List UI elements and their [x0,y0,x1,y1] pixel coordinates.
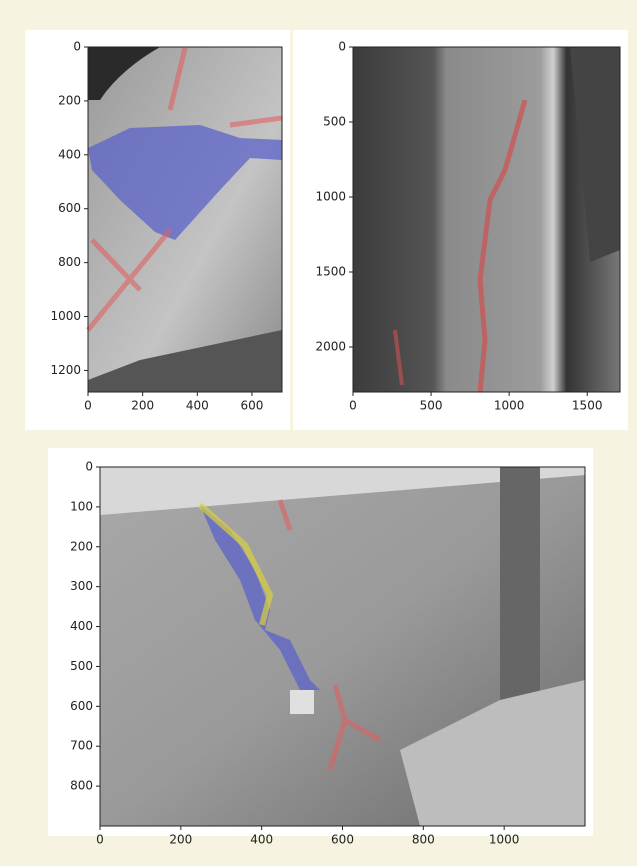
x-tick-label: 800 [412,833,435,847]
y-tick-label: 800 [58,255,81,269]
y-tick-label: 200 [58,93,81,107]
y-tick-label: 600 [70,699,93,713]
y-tick-label: 0 [85,460,93,474]
y-tick-label: 600 [58,201,81,215]
x-tick-label: 1000 [494,399,525,413]
y-tick-label: 500 [70,659,93,673]
y-tick-label: 1000 [50,309,81,323]
y-tick-label: 0 [338,40,346,54]
socket [290,690,314,714]
y-tick-label: 200 [70,539,93,553]
y-tick-label: 2000 [315,340,346,354]
dark-region [500,467,540,700]
y-tick-label: 1500 [315,265,346,279]
x-tick-label: 200 [169,833,192,847]
y-tick-label: 800 [70,779,93,793]
x-tick-label: 0 [96,833,104,847]
y-tick-label: 1000 [315,190,346,204]
x-tick-label: 1500 [572,399,603,413]
y-tick-label: 300 [70,579,93,593]
x-tick-label: 1000 [489,833,520,847]
x-tick-label: 400 [186,399,209,413]
image [100,467,585,826]
x-tick-label: 0 [84,399,92,413]
y-tick-label: 500 [323,115,346,129]
x-tick-label: 400 [250,833,273,847]
x-tick-label: 600 [331,833,354,847]
y-tick-label: 100 [70,499,93,513]
y-tick-label: 400 [70,619,93,633]
y-tick-label: 700 [70,739,93,753]
image [88,47,282,392]
image [353,47,620,392]
figure: 0200400600020040060080010001200050010001… [0,0,637,866]
page: 0200400600020040060080010001200050010001… [0,0,637,866]
y-tick-label: 0 [73,40,81,54]
x-tick-label: 0 [349,399,357,413]
x-tick-label: 500 [420,399,443,413]
x-tick-label: 600 [240,399,263,413]
y-tick-label: 1200 [50,363,81,377]
y-tick-label: 400 [58,147,81,161]
x-tick-label: 200 [131,399,154,413]
